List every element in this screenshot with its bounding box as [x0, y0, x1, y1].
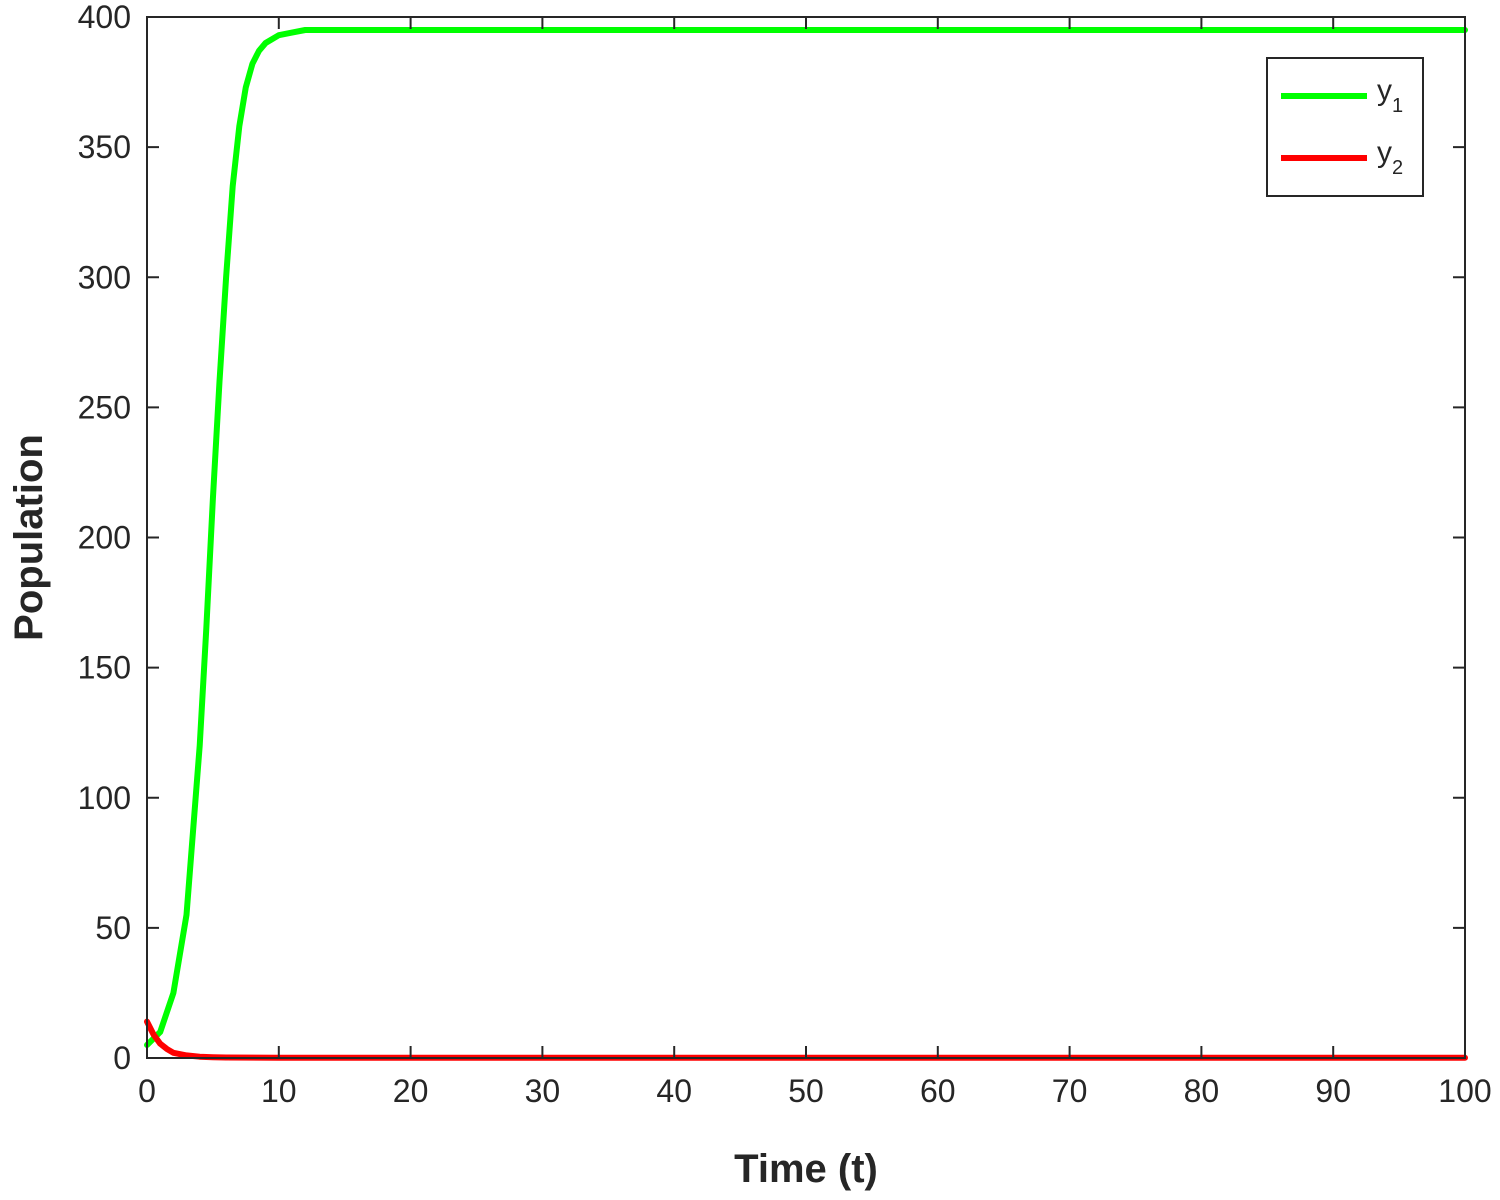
legend-label-y2: y2	[1377, 136, 1403, 179]
y-tick-label: 350	[78, 129, 131, 165]
x-tick-label: 60	[920, 1073, 956, 1109]
plot-area	[147, 17, 1465, 1058]
y-tick-label: 250	[78, 389, 131, 425]
y-tick-label: 150	[78, 650, 131, 686]
y-tick-label: 0	[113, 1040, 131, 1076]
series-line-y1	[144, 27, 1468, 1048]
x-tick-label: 90	[1315, 1073, 1351, 1109]
x-tick-label: 30	[525, 1073, 561, 1109]
x-axis-title: Time (t)	[734, 1147, 878, 1191]
x-tick-label: 80	[1184, 1073, 1220, 1109]
y-tick-label: 50	[95, 910, 131, 946]
x-tick-label: 10	[261, 1073, 297, 1109]
x-tick-label: 50	[788, 1073, 824, 1109]
x-tick-label: 20	[393, 1073, 429, 1109]
plot-background	[147, 17, 1465, 1058]
x-tick-label: 0	[138, 1073, 156, 1109]
y-tick-label: 100	[78, 780, 131, 816]
legend-box	[1266, 57, 1424, 197]
y-axis-title: Population	[7, 434, 51, 641]
axes-layer: 0 10 20 30 40 50 60 70 80 90 100 0 50 100 150 200 250 300…	[78, 0, 1492, 1109]
x-tick-label: 40	[656, 1073, 692, 1109]
y-tick-label: 200	[78, 520, 131, 556]
x-tick-label: 70	[1052, 1073, 1088, 1109]
y-tick-label: 300	[78, 259, 131, 295]
y-tick-label: 400	[78, 0, 131, 35]
x-tick-label: 100	[1438, 1073, 1491, 1109]
legend-label-y1: y1	[1377, 74, 1403, 117]
